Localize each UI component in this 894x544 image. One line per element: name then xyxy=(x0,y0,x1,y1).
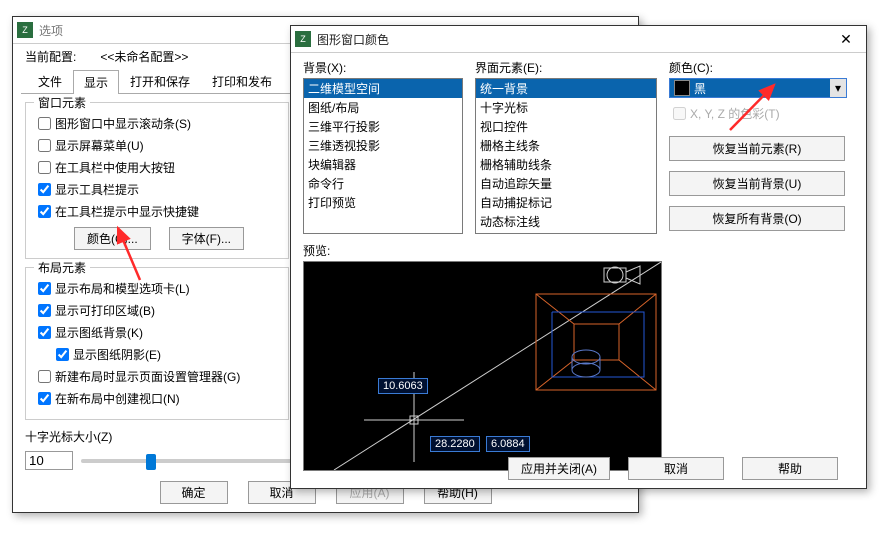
cb-tooltip[interactable]: 显示工具栏提示 xyxy=(34,180,280,199)
iface-listbox[interactable]: 统一背景十字光标视口控件栅格主线条栅格辅助线条自动追踪矢量自动捕捉标记动态标注线… xyxy=(475,78,657,234)
cb-xyz-tint[interactable]: X, Y, Z 的色彩(T) xyxy=(669,104,849,123)
iface-item[interactable]: 十字光标 xyxy=(476,98,656,117)
iface-item[interactable]: 栅格辅助线条 xyxy=(476,155,656,174)
bg-item[interactable]: 打印预览 xyxy=(304,193,462,212)
crosshair-input[interactable] xyxy=(25,451,73,470)
apply-close-button[interactable]: 应用并关闭(A) xyxy=(508,457,610,480)
bg-item[interactable]: 命令行 xyxy=(304,174,462,193)
right-column: 颜色(C): 黑 ▾ X, Y, Z 的色彩(T) 恢复当前元素(R) 恢复当前… xyxy=(669,59,849,471)
color-swatch xyxy=(674,80,690,96)
iface-item[interactable]: 自动捕捉标记 xyxy=(476,193,656,212)
group-window-legend: 窗口元素 xyxy=(34,94,90,111)
help-button[interactable]: 帮助 xyxy=(742,457,838,480)
iface-item[interactable]: 自动追踪矢量 xyxy=(476,174,656,193)
chevron-down-icon: ▾ xyxy=(830,79,846,97)
iface-item[interactable]: 栅格主线条 xyxy=(476,136,656,155)
iface-item[interactable]: 动态标注线 xyxy=(476,212,656,231)
tab-opensave[interactable]: 打开和保存 xyxy=(119,69,201,93)
cb-screen-menu[interactable]: 显示屏幕菜单(U) xyxy=(34,136,280,155)
restore-all-button[interactable]: 恢复所有背景(O) xyxy=(669,206,845,231)
group-layout-elements: 布局元素 显示布局和模型选项卡(L) 显示可打印区域(B) 显示图纸背景(K) … xyxy=(25,267,289,420)
color-button[interactable]: 颜色(C)... xyxy=(74,227,151,250)
iface-item[interactable]: 统一背景 xyxy=(476,79,656,98)
color-titlebar: Z 图形窗口颜色 ✕ xyxy=(291,26,866,53)
cb-big-buttons[interactable]: 在工具栏中使用大按钮 xyxy=(34,158,280,177)
preview-pane: 10.6063 28.2280 6.0884 xyxy=(303,261,662,471)
bg-column: 背景(X): 二维模型空间图纸/布局三维平行投影三维透视投影块编辑器命令行打印预… xyxy=(303,59,463,471)
restore-element-button[interactable]: 恢复当前元素(R) xyxy=(669,136,845,161)
color-name: 黑 xyxy=(694,80,706,97)
cb-scrollbar[interactable]: 图形窗口中显示滚动条(S) xyxy=(34,114,280,133)
preview-svg xyxy=(304,262,661,470)
color-window-body: 背景(X): 二维模型空间图纸/布局三维平行投影三维透视投影块编辑器命令行打印预… xyxy=(291,53,866,479)
tab-display[interactable]: 显示 xyxy=(73,70,119,94)
tab-plot[interactable]: 打印和发布 xyxy=(201,69,283,93)
cb-page-setup-mgr[interactable]: 新建布局时显示页面设置管理器(G) xyxy=(34,367,280,386)
bg-label: 背景(X): xyxy=(303,59,463,76)
app-icon: Z xyxy=(295,31,311,47)
config-value: <<未命名配置>> xyxy=(100,48,188,65)
iface-label: 界面元素(E): xyxy=(475,59,657,76)
group-layout-legend: 布局元素 xyxy=(34,259,90,276)
close-icon[interactable]: ✕ xyxy=(826,26,866,52)
bg-listbox[interactable]: 二维模型空间图纸/布局三维平行投影三维透视投影块编辑器命令行打印预览 xyxy=(303,78,463,234)
slider-thumb[interactable] xyxy=(146,454,156,470)
bg-item[interactable]: 三维平行投影 xyxy=(304,117,462,136)
color-window: Z 图形窗口颜色 ✕ 背景(X): 二维模型空间图纸/布局三维平行投影三维透视投… xyxy=(290,25,867,489)
config-label: 当前配置: xyxy=(25,48,76,65)
iface-item[interactable]: 视口控件 xyxy=(476,117,656,136)
color-bottom-buttons: 应用并关闭(A) 取消 帮助 xyxy=(291,457,866,480)
bg-item[interactable]: 图纸/布局 xyxy=(304,98,462,117)
cb-layout-tabs[interactable]: 显示布局和模型选项卡(L) xyxy=(34,279,280,298)
bg-item[interactable]: 三维透视投影 xyxy=(304,136,462,155)
bg-item[interactable]: 二维模型空间 xyxy=(304,79,462,98)
cb-paper-shadow[interactable]: 显示图纸阴影(E) xyxy=(52,345,280,364)
restore-bg-button[interactable]: 恢复当前背景(U) xyxy=(669,171,845,196)
coord-tooltip-1: 10.6063 xyxy=(378,378,428,394)
app-icon: Z xyxy=(17,22,33,38)
tab-file[interactable]: 文件 xyxy=(27,69,73,93)
color-label: 颜色(C): xyxy=(669,59,849,76)
cb-paper-bg[interactable]: 显示图纸背景(K) xyxy=(34,323,280,342)
color-window-title: 图形窗口颜色 xyxy=(317,31,826,48)
iface-item[interactable]: 设计工具栏提示 xyxy=(476,231,656,234)
bg-item[interactable]: 块编辑器 xyxy=(304,155,462,174)
group-window-elements: 窗口元素 图形窗口中显示滚动条(S) 显示屏幕菜单(U) 在工具栏中使用大按钮 … xyxy=(25,102,289,259)
cb-shortcut[interactable]: 在工具栏提示中显示快捷键 xyxy=(34,202,280,221)
color-dropdown[interactable]: 黑 ▾ xyxy=(669,78,847,98)
coord-tooltip-2a: 28.2280 xyxy=(430,436,480,452)
cb-new-viewport[interactable]: 在新布局中创建视口(N) xyxy=(34,389,280,408)
coord-tooltip-2b: 6.0884 xyxy=(486,436,530,452)
ok-button[interactable]: 确定 xyxy=(160,481,228,504)
preview-label: 预览: xyxy=(303,242,463,259)
cb-print-area[interactable]: 显示可打印区域(B) xyxy=(34,301,280,320)
font-button[interactable]: 字体(F)... xyxy=(169,227,244,250)
cancel-button[interactable]: 取消 xyxy=(628,457,724,480)
